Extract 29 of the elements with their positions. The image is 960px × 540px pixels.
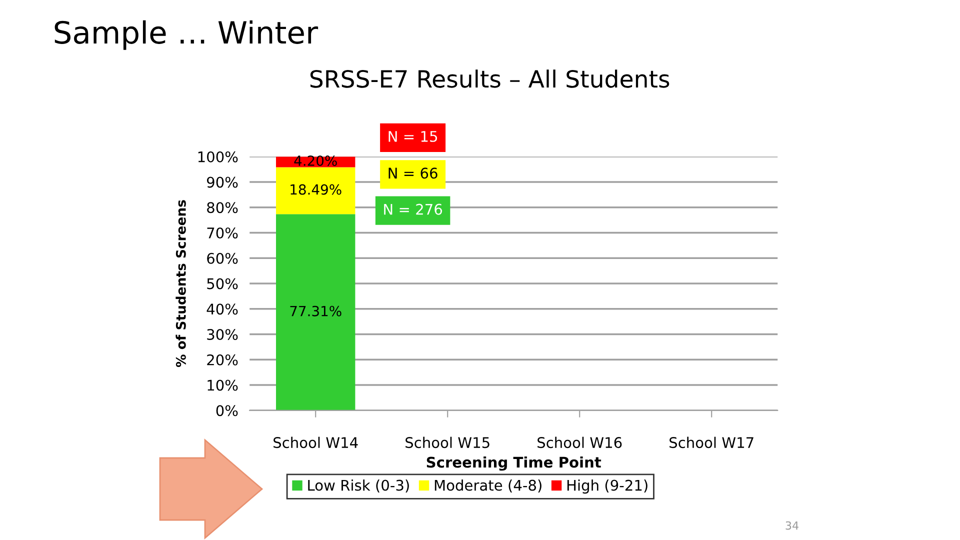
x-tick-label: School W16 [538,436,622,448]
x-tick-label: School W17 [670,436,754,448]
y-tick-label: 50% [207,278,238,290]
y-tick-label: 90% [206,176,238,188]
x-tick-label: School W15 [406,436,490,448]
y-tick-label: 0% [216,405,238,416]
y-tick-label: 20% [207,354,238,366]
annotation: N = 276 [384,204,442,215]
annotation: N = 66 [388,168,438,179]
y-tick-label: 80% [207,202,238,214]
data-label: 77.31% [290,306,342,316]
legend-label: Moderate (4-8) [434,479,542,492]
x-tick-label: School W14 [274,436,358,448]
data-label: 18.49% [290,184,342,195]
chart-subtitle: SRSS-E7 Results – All Students [310,70,670,88]
y-tick-label: 100% [198,151,238,162]
legend-label: Low Risk (0-3) [308,479,409,492]
y-axis-title: % of Students Screens [176,200,186,368]
text: 34 [786,521,798,530]
data-label: 4.20% [294,155,337,166]
y-tick-label: 60% [207,252,238,264]
y-tick-label: 30% [207,328,238,340]
y-tick-label: 70% [207,227,238,238]
legend-label: High (9-21) [567,479,648,494]
x-axis-title: Screening Time Point [426,456,602,471]
text: N = 15 [388,131,438,142]
chart-title: Sample … Winter [54,20,318,50]
y-tick-label: 40% [206,304,238,315]
y-tick-label: 10% [208,380,238,391]
